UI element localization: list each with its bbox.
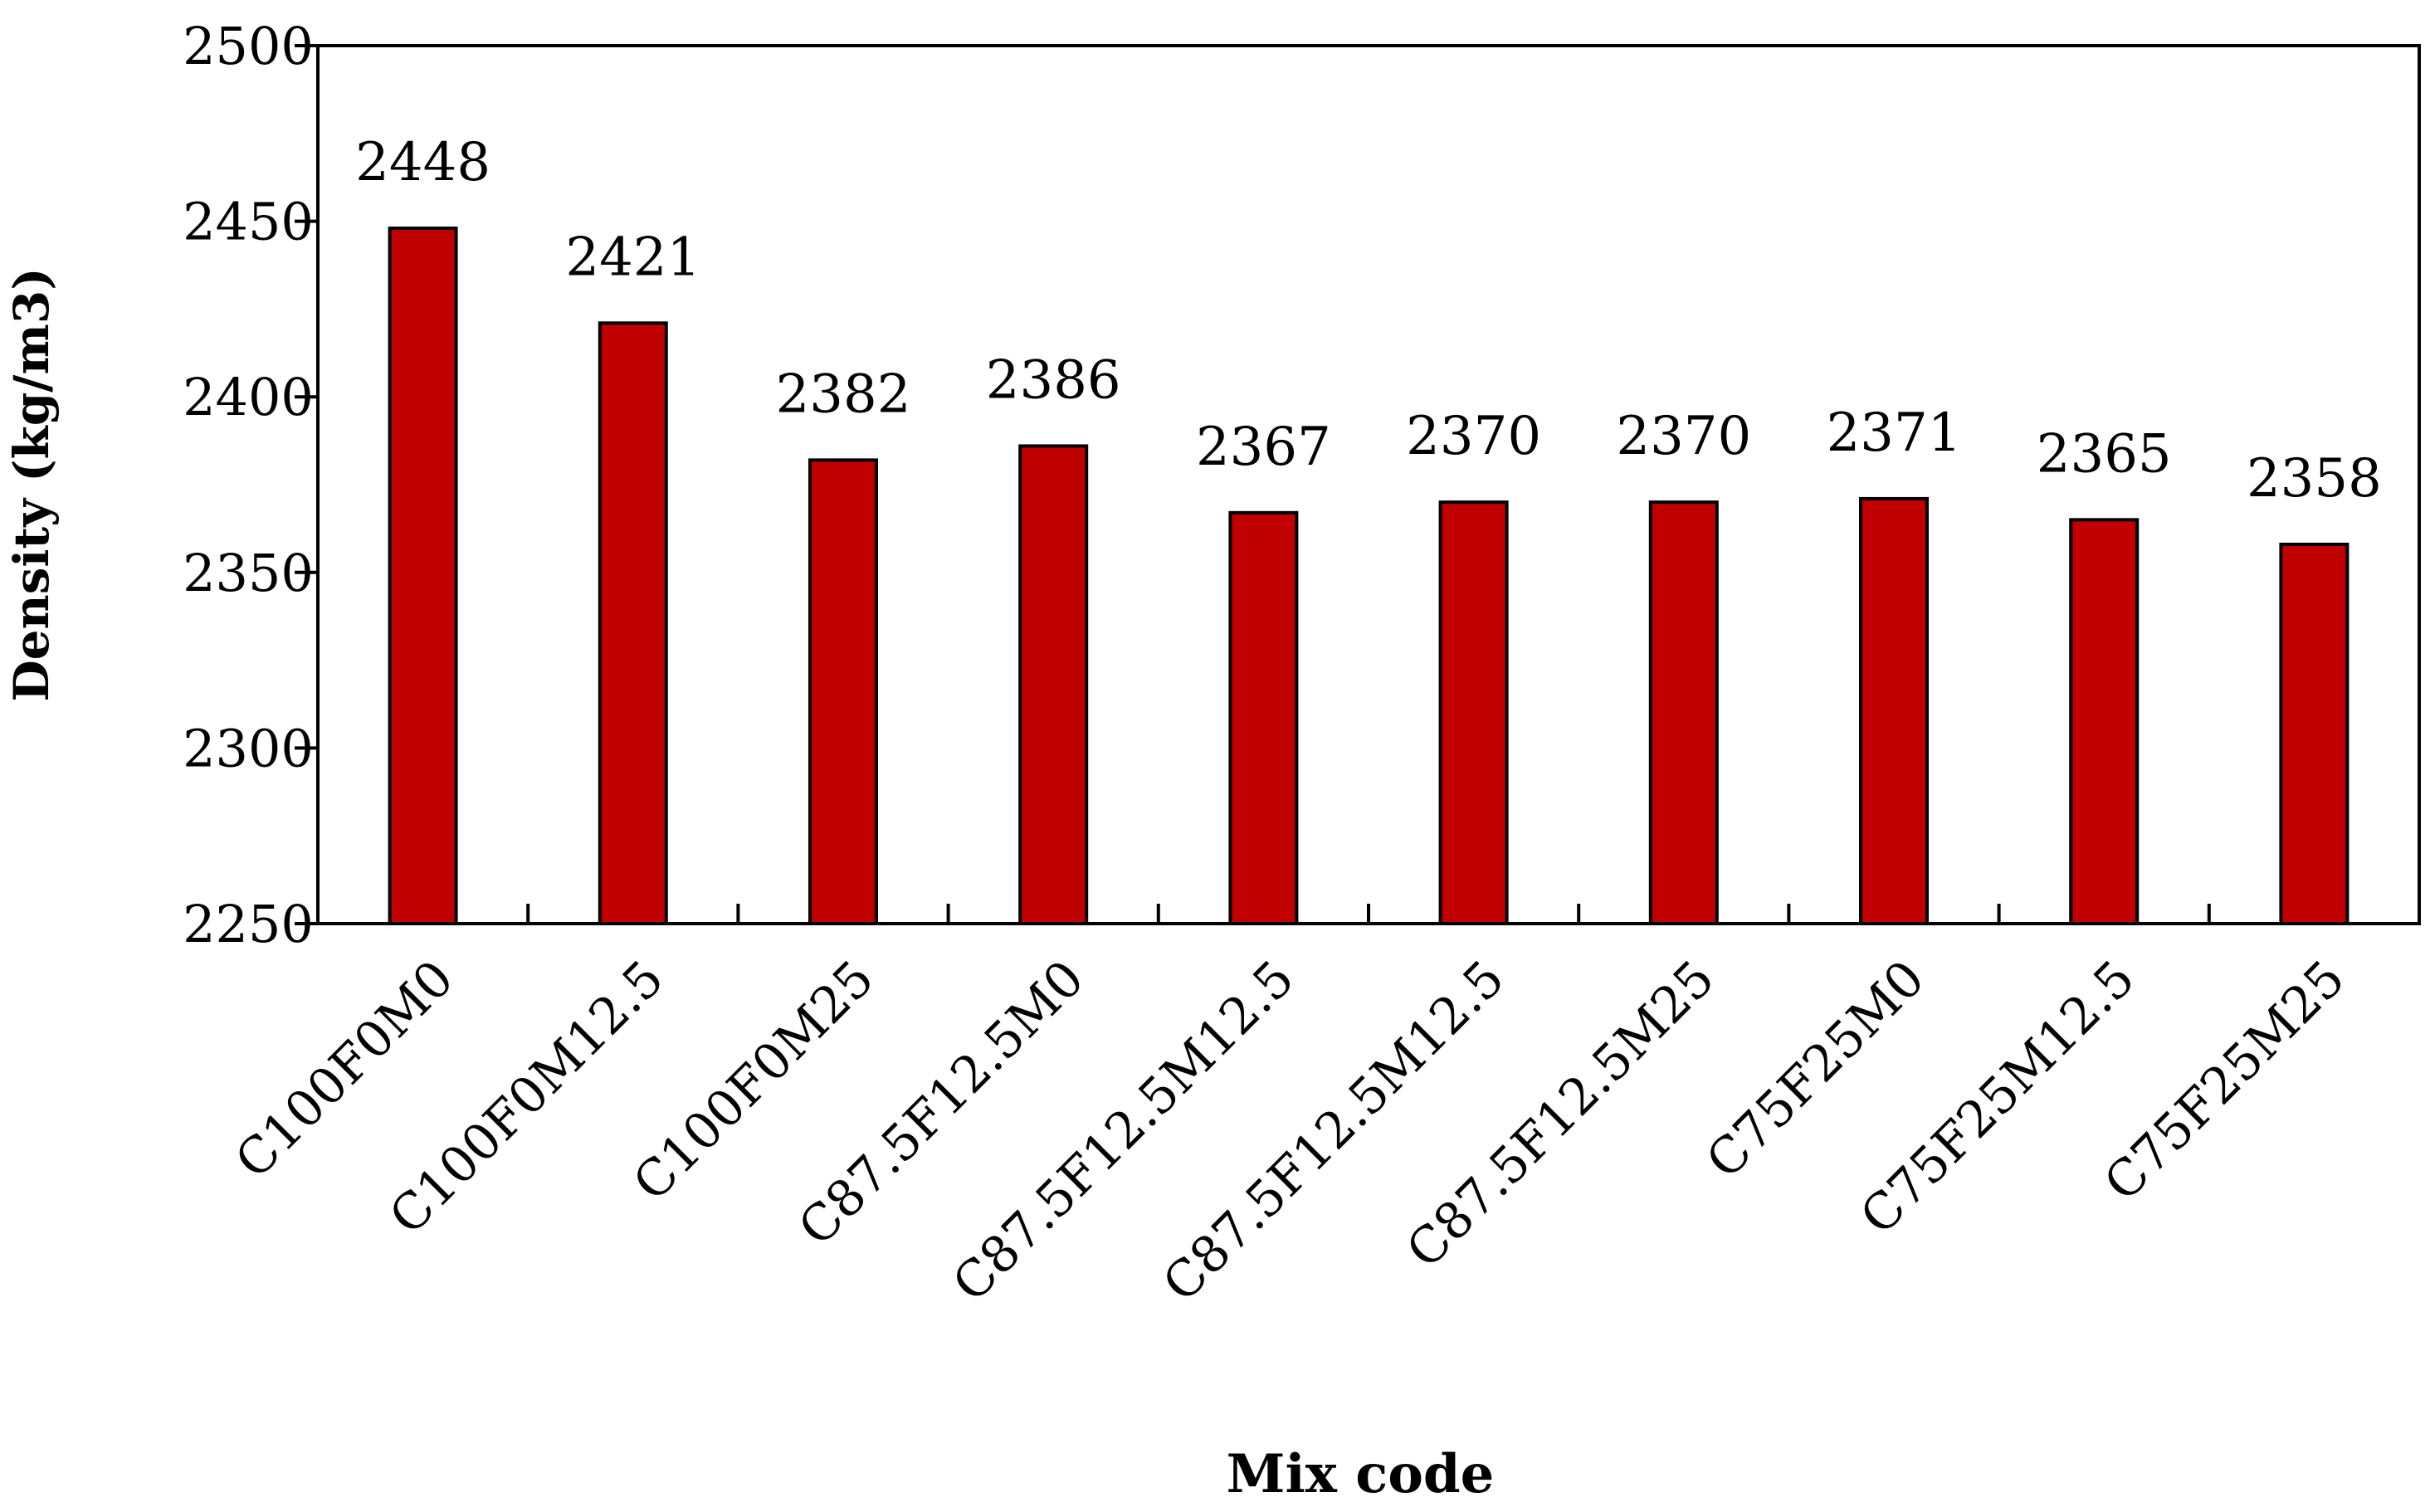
x-axis-title: Mix code — [1227, 1443, 1495, 1505]
y-axis-ticks — [295, 44, 318, 925]
bar — [388, 227, 458, 925]
y-tick-label: 2500 — [183, 16, 314, 76]
bar — [1018, 444, 1089, 925]
bar-value-label: 2386 — [986, 349, 1121, 411]
x-axis-ticks — [526, 904, 2211, 924]
y-tick-label: 2250 — [183, 894, 314, 954]
bar-value-label: 2358 — [2247, 448, 2382, 510]
y-tick-label: 2350 — [183, 543, 314, 603]
bar — [1438, 500, 1509, 925]
y-tick-label: 2450 — [183, 192, 314, 252]
bar-value-label: 2367 — [1196, 417, 1331, 478]
data-labels: 2448 2421 2382 2386 2367 2370 2370 2371 2365 2358 — [355, 132, 2382, 510]
y-tick-label: 2400 — [183, 367, 314, 427]
bar — [1859, 496, 1929, 925]
bar-value-label: 2421 — [565, 227, 700, 288]
bar-value-label: 2370 — [1406, 406, 1541, 467]
bar-value-label: 2370 — [1616, 406, 1751, 467]
y-axis-title: Density (kg/m3) — [3, 267, 60, 701]
y-axis-tick-labels: 2250 2300 2350 2400 2450 2500 — [183, 16, 314, 954]
plot-area-frame — [316, 44, 2421, 925]
x-axis-tick-labels: C100F0M0C100F0M12.5C100F0M25C87.5F12.5M0… — [224, 949, 2356, 1313]
bar-value-label: 2382 — [776, 363, 911, 425]
bar — [1648, 500, 1719, 925]
bar-value-label: 2371 — [1827, 402, 1962, 464]
bar — [808, 458, 878, 925]
x-tick-label: C87.5F12.5M12.5 — [942, 949, 1305, 1313]
bar — [598, 321, 668, 925]
y-tick-label: 2300 — [183, 718, 314, 778]
bar-value-label: 2365 — [2037, 423, 2172, 485]
bar — [1228, 510, 1299, 926]
bar — [2279, 542, 2349, 925]
x-tick-label: C87.5F12.5M12.5 — [1152, 949, 1515, 1313]
bar-series — [388, 227, 2349, 926]
bar-value-label: 2448 — [355, 132, 490, 193]
bar — [2069, 518, 2140, 925]
